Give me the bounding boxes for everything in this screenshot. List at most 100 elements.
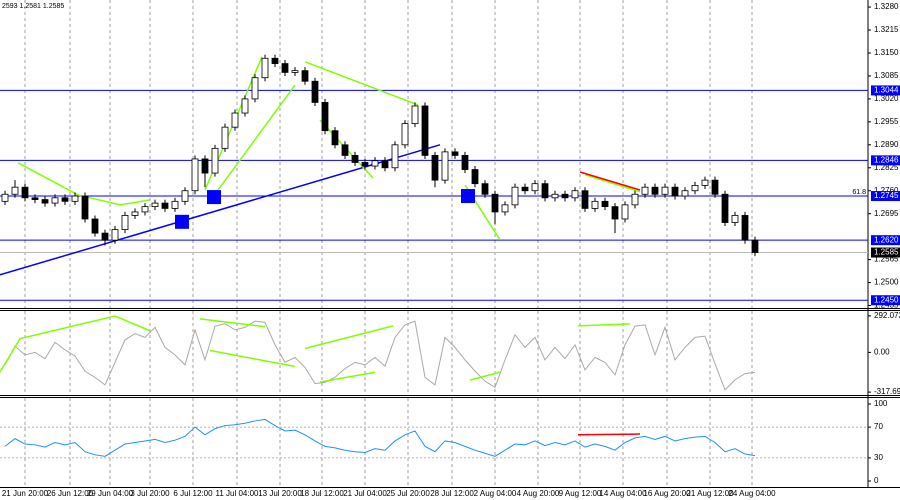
candle-body	[211, 147, 219, 174]
indicator-line	[4, 320, 756, 391]
x-tick-label: 24 Aug 04:00	[728, 489, 776, 498]
level-label: 1.2450	[874, 295, 899, 304]
drawn-line	[577, 323, 631, 327]
y-tick-label: 1.3085	[874, 71, 899, 80]
candle-body	[501, 204, 509, 213]
candle-body	[201, 158, 209, 174]
x-tick-label: 21 Jul 04:00	[343, 489, 387, 498]
level-label: 1.2846	[874, 155, 899, 164]
y-tick-label: 1.3150	[874, 48, 899, 57]
candle-body	[661, 186, 669, 195]
header: 2593 1.2581 1.2585	[2, 3, 64, 10]
candle-body	[251, 77, 259, 100]
candle-body	[581, 190, 589, 209]
candle-body	[311, 80, 319, 103]
y-tick-label: 1.2955	[874, 117, 899, 126]
y-tick-label: 1.2890	[874, 140, 899, 149]
candle-body	[231, 112, 239, 128]
candle-body	[271, 57, 279, 64]
level-label: 1.3044	[874, 86, 899, 95]
drawn-line	[577, 433, 641, 436]
candle-body	[481, 183, 489, 195]
candle-body	[31, 197, 39, 200]
drawn-line	[199, 318, 266, 328]
level-label-bg	[871, 235, 900, 246]
y-tick-label: 0	[874, 476, 879, 485]
level-label-bg	[871, 155, 900, 166]
candle-body	[291, 70, 299, 73]
candle-body	[391, 144, 399, 169]
candle-body	[141, 206, 149, 213]
indicator-line	[4, 418, 756, 457]
candle-body	[651, 186, 659, 195]
candle-body	[161, 202, 169, 209]
candle-body	[321, 102, 329, 132]
candle-body	[61, 197, 69, 202]
candle-body	[341, 144, 349, 156]
candle-body	[521, 186, 529, 192]
marker	[207, 190, 221, 205]
level-note: 61.8	[852, 189, 866, 196]
candle-body	[371, 160, 379, 167]
candle-body	[381, 160, 389, 169]
drawn-line	[0, 144, 441, 276]
candle-body	[541, 183, 549, 199]
candle-body	[531, 183, 539, 192]
drawn-line	[579, 171, 641, 191]
candle-body	[91, 218, 99, 234]
candle-body	[681, 190, 689, 197]
y-tick-label: 0.00	[874, 347, 890, 356]
candle-body	[551, 193, 559, 199]
candle-body	[511, 186, 519, 206]
candle-body	[611, 206, 619, 220]
candle-body	[151, 202, 159, 208]
candle-body	[411, 105, 419, 125]
candle-body	[591, 200, 599, 209]
candle-body	[401, 123, 409, 146]
candle-body	[631, 193, 639, 206]
candle-body	[51, 197, 59, 204]
candle-body	[21, 186, 29, 199]
current-label-bg	[871, 247, 900, 258]
x-tick-label: 3 Jul 20:00	[130, 489, 170, 498]
y-tick-label: 1.2500	[874, 278, 899, 287]
drawn-line	[304, 61, 419, 106]
drawn-line	[304, 325, 394, 350]
candle-body	[191, 158, 199, 192]
candle-body	[121, 215, 129, 230]
x-tick-label: 14 Aug 04:00	[599, 489, 647, 498]
candle-body	[181, 190, 189, 202]
y-tick-label: 292.0732	[874, 311, 900, 320]
y-tick-label: 1.2565	[874, 255, 899, 264]
candle-body	[471, 169, 479, 185]
candle-body	[691, 185, 699, 192]
x-tick-label: 16 Aug 20:00	[643, 489, 691, 498]
candle-body	[11, 186, 19, 195]
candle-body	[731, 215, 739, 223]
level-label-bg	[871, 191, 900, 202]
candle-body	[561, 193, 569, 199]
x-tick-label: 25 Jul 20:00	[386, 489, 430, 498]
candle-body	[1, 193, 9, 202]
x-tick-label: 4 Aug 20:00	[517, 489, 560, 498]
candle-body	[751, 239, 759, 253]
candle-body	[131, 211, 139, 216]
candle-body	[621, 204, 629, 220]
x-tick-label: 21 Jun 20:00	[2, 489, 49, 498]
current-label: 1.2585	[874, 248, 899, 257]
candle-body	[351, 155, 359, 163]
x-tick-label: 18 Jul 12:00	[300, 489, 344, 498]
candle-body	[221, 126, 229, 149]
y-tick-label: 1.2760	[874, 186, 899, 195]
candle-body	[441, 151, 449, 181]
candle-body	[71, 195, 79, 202]
x-tick-label: 13 Jul 20:00	[258, 489, 302, 498]
x-tick-label: 9 Aug 12:00	[559, 489, 602, 498]
candle-body	[241, 98, 249, 114]
y-tick-label: 30	[874, 453, 883, 462]
y-tick-label: 100	[874, 399, 888, 408]
candle-body	[421, 105, 429, 156]
candle-body	[41, 199, 49, 204]
